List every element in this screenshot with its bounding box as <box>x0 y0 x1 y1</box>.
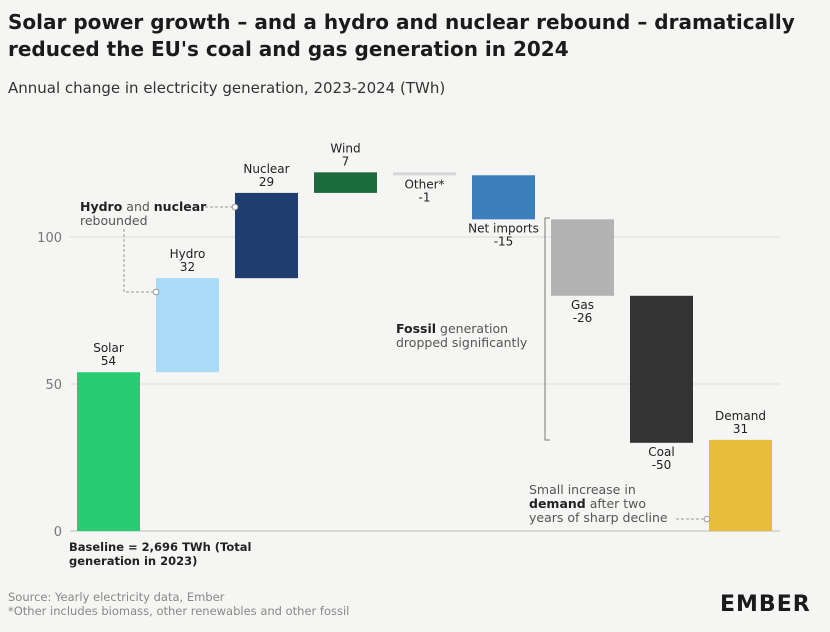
value-label: -50 <box>652 458 672 472</box>
bar-nuclear <box>235 192 298 279</box>
baseline-note-line2: generation in 2023) <box>69 554 197 568</box>
value-label: -1 <box>419 190 431 204</box>
bar-net-imports <box>472 175 535 220</box>
y-tick-label: 50 <box>45 378 62 393</box>
connector-hydro-dot <box>152 288 160 296</box>
bar-hydro <box>156 278 219 373</box>
bar-solar <box>77 372 140 531</box>
category-label: Coal <box>648 445 674 459</box>
bar-other <box>393 172 456 176</box>
annotation-demand: Small increase in <box>529 482 636 497</box>
chart-subtitle: Annual change in electricity generation,… <box>8 79 446 97</box>
bar-wind <box>314 172 377 193</box>
bar-gas <box>551 219 614 296</box>
value-label: -15 <box>494 234 514 248</box>
annotation-hydro-nuclear-line2: rebounded <box>80 213 148 228</box>
category-label: Wind <box>330 141 360 155</box>
annotation-fossil: Fossil generation <box>396 321 508 336</box>
y-tick-label: 100 <box>37 231 62 246</box>
category-label: Net imports <box>468 221 539 235</box>
connector-demand-dot <box>703 515 711 523</box>
annotation-demand-line3: years of sharp decline <box>529 510 668 525</box>
category-label: Hydro <box>170 247 206 261</box>
source-note: Source: Yearly electricity data, Ember <box>8 590 225 604</box>
value-label: 29 <box>259 175 274 189</box>
value-label: 54 <box>101 354 116 368</box>
y-tick-label: 0 <box>54 525 62 540</box>
value-label: 31 <box>733 422 748 436</box>
bar-demand <box>709 439 772 531</box>
annotation-demand-line2: demand after two <box>529 496 646 511</box>
bar-coal <box>630 295 693 443</box>
category-label: Demand <box>715 409 766 423</box>
chart-title: Solar power growth – and a hydro and nuc… <box>8 10 795 61</box>
value-label: -26 <box>573 311 593 325</box>
baseline-note: Baseline = 2,696 TWh (Total <box>69 540 251 554</box>
footnote: *Other includes biomass, other renewable… <box>8 604 350 618</box>
category-label: Solar <box>93 341 124 355</box>
connector-hydro <box>123 229 153 293</box>
annotation-fossil-line2: dropped significantly <box>396 335 528 350</box>
category-label: Gas <box>571 298 594 312</box>
category-label: Other* <box>404 177 444 191</box>
fossil-bracket <box>544 217 550 441</box>
ember-logo: EMBER <box>720 592 811 617</box>
connector-nuclear-dot <box>231 203 239 211</box>
value-label: 32 <box>180 260 195 274</box>
value-label: 7 <box>342 154 350 168</box>
annotation-hydro-nuclear: Hydro and nuclear <box>80 199 207 214</box>
category-label: Nuclear <box>243 162 289 176</box>
